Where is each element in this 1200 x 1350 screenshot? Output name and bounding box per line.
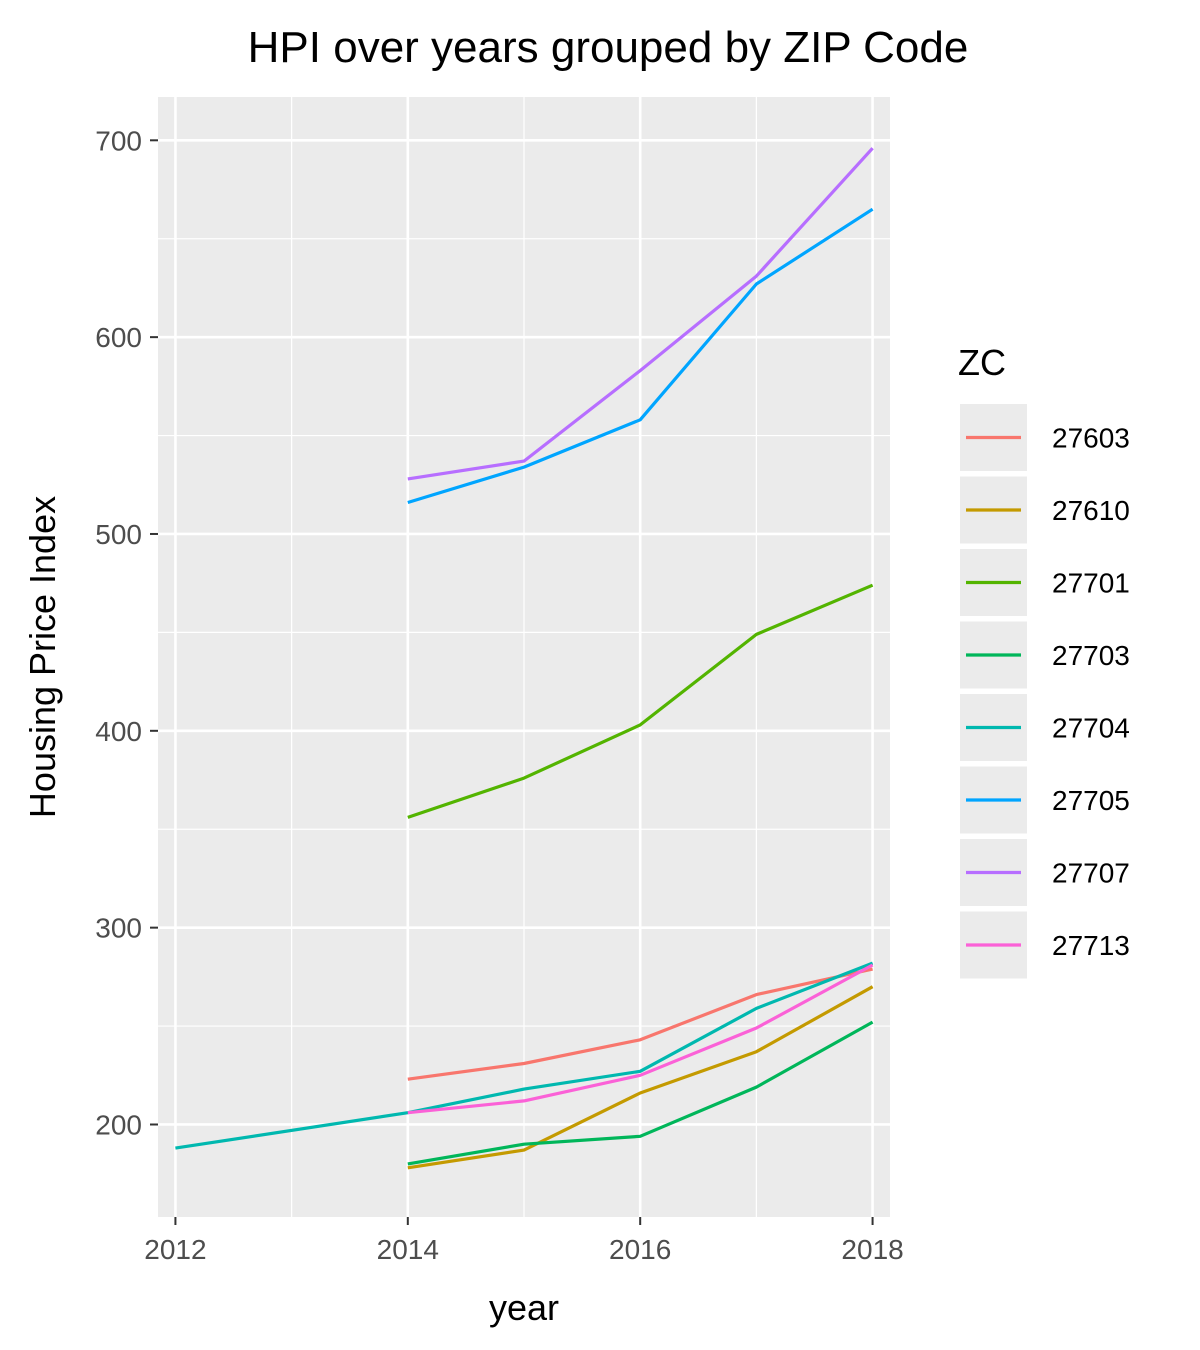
y-axis-title: Housing Price Index (22, 496, 63, 818)
y-tick-label: 400 (95, 716, 142, 747)
legend-label-27701: 27701 (1052, 568, 1130, 599)
legend-label-27705: 27705 (1052, 785, 1130, 816)
chart-title: HPI over years grouped by ZIP Code (248, 23, 969, 72)
series-lines (175, 147, 874, 1170)
x-axis-title: year (489, 1287, 559, 1328)
legend-label-27713: 27713 (1052, 930, 1130, 961)
x-tick-label: 2014 (377, 1234, 439, 1265)
series-line-27707 (407, 147, 874, 481)
x-tick-label: 2018 (841, 1234, 903, 1265)
y-tick-label: 600 (95, 322, 142, 353)
y-tick-label: 300 (95, 913, 142, 944)
x-axis: 2012 2014 2016 2018 (144, 1217, 904, 1265)
legend-label-27704: 27704 (1052, 713, 1130, 744)
y-axis: 200 300 400 500 600 700 (95, 125, 158, 1140)
legend-label-27703: 27703 (1052, 640, 1130, 671)
series-line-27705 (407, 207, 874, 505)
legend-title: ZC (958, 342, 1006, 383)
x-tick-label: 2012 (144, 1234, 206, 1265)
major-gridlines (158, 97, 890, 1217)
y-tick-label: 700 (95, 125, 142, 156)
legend-label-27707: 27707 (1052, 858, 1130, 889)
legend-label-27610: 27610 (1052, 495, 1130, 526)
y-tick-label: 500 (95, 519, 142, 550)
y-tick-label: 200 (95, 1109, 142, 1140)
series-line-27603 (407, 967, 873, 1081)
x-tick-label: 2016 (609, 1234, 671, 1265)
series-line-27713 (407, 963, 874, 1115)
series-line-27701 (407, 583, 874, 819)
series-line-27703 (407, 1020, 874, 1166)
series-line-27704 (175, 961, 874, 1150)
legend: ZC 27603 27610 27701 27703 27704 27705 27707 27… (958, 342, 1130, 979)
legend-label-27603: 27603 (1052, 423, 1130, 454)
series-line-27610 (407, 985, 874, 1170)
